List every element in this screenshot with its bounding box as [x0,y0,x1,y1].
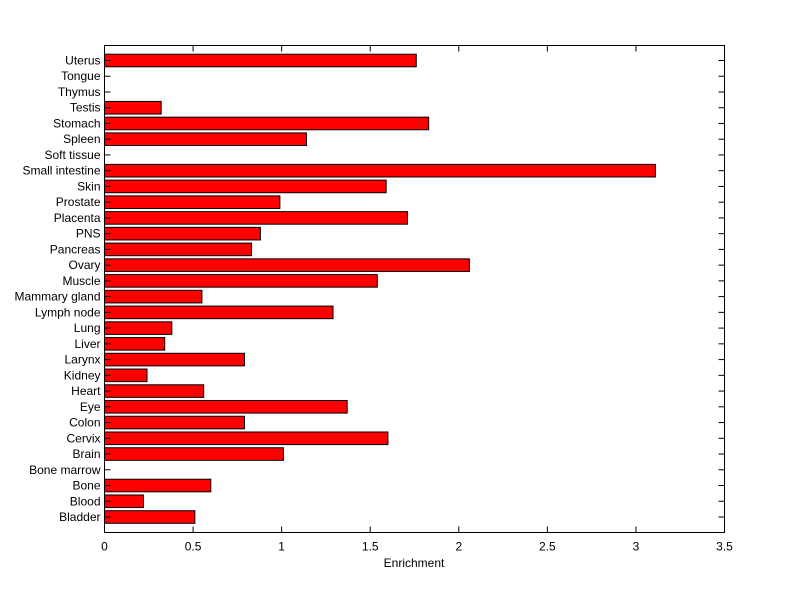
bar-bone [104,478,212,493]
bar-pns [104,226,261,241]
x-tick-label: 0 [101,540,108,554]
x-tick-label: 1 [278,540,285,554]
bar-ovary [104,258,470,272]
y-tick-label-spleen: Spleen [63,132,100,146]
y-tick-label-blood: Blood [70,494,101,508]
bar-larynx [104,352,245,367]
bar-pancreas [104,242,253,257]
bar-brain [104,447,284,461]
y-tick-label-skin: Skin [77,179,100,193]
y-tick-label-bone: Bone [72,479,100,493]
x-tick-label: 2.5 [539,540,556,554]
bars-group [104,53,656,524]
bar-prostate [104,195,281,209]
y-tick-label-stomach: Stomach [53,116,100,130]
y-tick-label-brain: Brain [72,447,100,461]
bar-skin [104,179,387,194]
y-tick-label-colon: Colon [69,416,100,430]
y-tick-label-bone-marrow: Bone marrow [29,463,101,477]
x-tick-label: 2 [455,540,462,554]
y-tick-label-cervix: Cervix [66,431,100,445]
y-tick-label-ovary: Ovary [68,258,100,272]
y-tick-label-heart: Heart [71,384,101,398]
bar-stomach [104,116,430,131]
y-tick-label-kidney: Kidney [64,368,101,382]
x-tick-label: 1.5 [362,540,379,554]
y-tick-label-prostate: Prostate [56,195,101,209]
y-tick-label-lymph-node: Lymph node [35,305,101,319]
x-tick-label: 3 [633,540,640,554]
x-tick-label: 0.5 [185,540,202,554]
y-tick-label-pns: PNS [76,227,101,241]
x-axis-label: Enrichment [384,556,445,570]
bar-mammary-gland [104,289,203,304]
y-tick-label-muscle: Muscle [62,274,100,288]
x-tick-label: 3.5 [716,540,733,554]
y-tick-label-small-intestine: Small intestine [22,164,100,178]
bar-uterus [104,53,417,68]
bar-small-intestine [104,163,656,178]
y-tick-label-mammary-gland: Mammary gland [14,290,100,304]
bar-muscle [104,274,378,288]
bar-kidney [104,368,148,383]
y-tick-label-soft-tissue: Soft tissue [44,148,100,162]
y-tick-label-thymus: Thymus [58,85,101,99]
bar-colon [104,415,245,430]
bar-lung [104,321,173,335]
y-tick-label-eye: Eye [80,400,101,414]
y-tick-label-liver: Liver [74,337,100,351]
bar-testis [104,100,162,115]
y-tick-label-lung: Lung [74,321,101,335]
y-tick-label-bladder: Bladder [59,510,100,524]
y-tick-label-testis: Testis [70,101,101,115]
bar-cervix [104,431,389,446]
y-tick-label-tongue: Tongue [61,69,101,83]
x-axis-ticks: 0 0.5 1 1.5 2 2.5 3 3.5 [101,45,733,554]
bar-heart [104,384,205,398]
bar-placenta [104,211,408,225]
y-tick-label-uterus: Uterus [65,54,100,68]
y-tick-label-pancreas: Pancreas [50,242,101,256]
y-tick-label-larynx: Larynx [64,353,100,367]
bar-liver [104,337,166,351]
y-tick-label-placenta: Placenta [54,211,101,225]
bar-lymph-node [104,305,334,320]
bar-eye [104,400,348,414]
bar-spleen [104,132,307,147]
bar-bladder [104,510,196,524]
